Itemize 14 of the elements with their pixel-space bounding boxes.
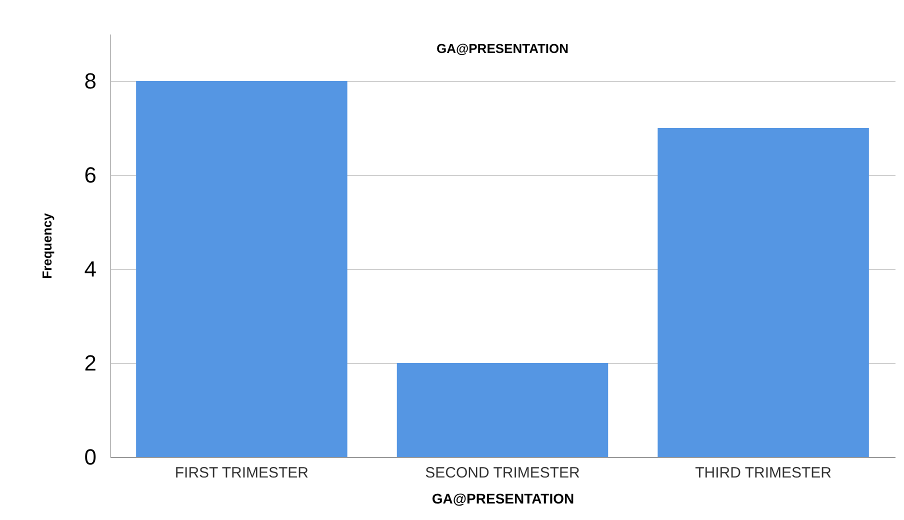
y-tick-label: 0: [84, 444, 96, 470]
bar: [396, 363, 608, 457]
y-tick-label: 4: [84, 256, 96, 282]
x-tick-label: THIRD TRIMESTER: [695, 464, 832, 482]
y-axis-title: Frequency: [39, 212, 54, 279]
x-tick-label: FIRST TRIMESTER: [174, 464, 309, 482]
bar: [136, 81, 348, 457]
y-tick-label: 8: [84, 68, 96, 94]
y-tick-label: 2: [84, 350, 96, 376]
x-tick-label: SECOND TRIMESTER: [425, 464, 580, 482]
y-tick-label: 6: [84, 162, 96, 188]
x-axis-title: GA@PRESENTATION: [432, 490, 574, 506]
bar: [658, 128, 869, 457]
text: GA@PRESENTATION: [436, 41, 569, 56]
